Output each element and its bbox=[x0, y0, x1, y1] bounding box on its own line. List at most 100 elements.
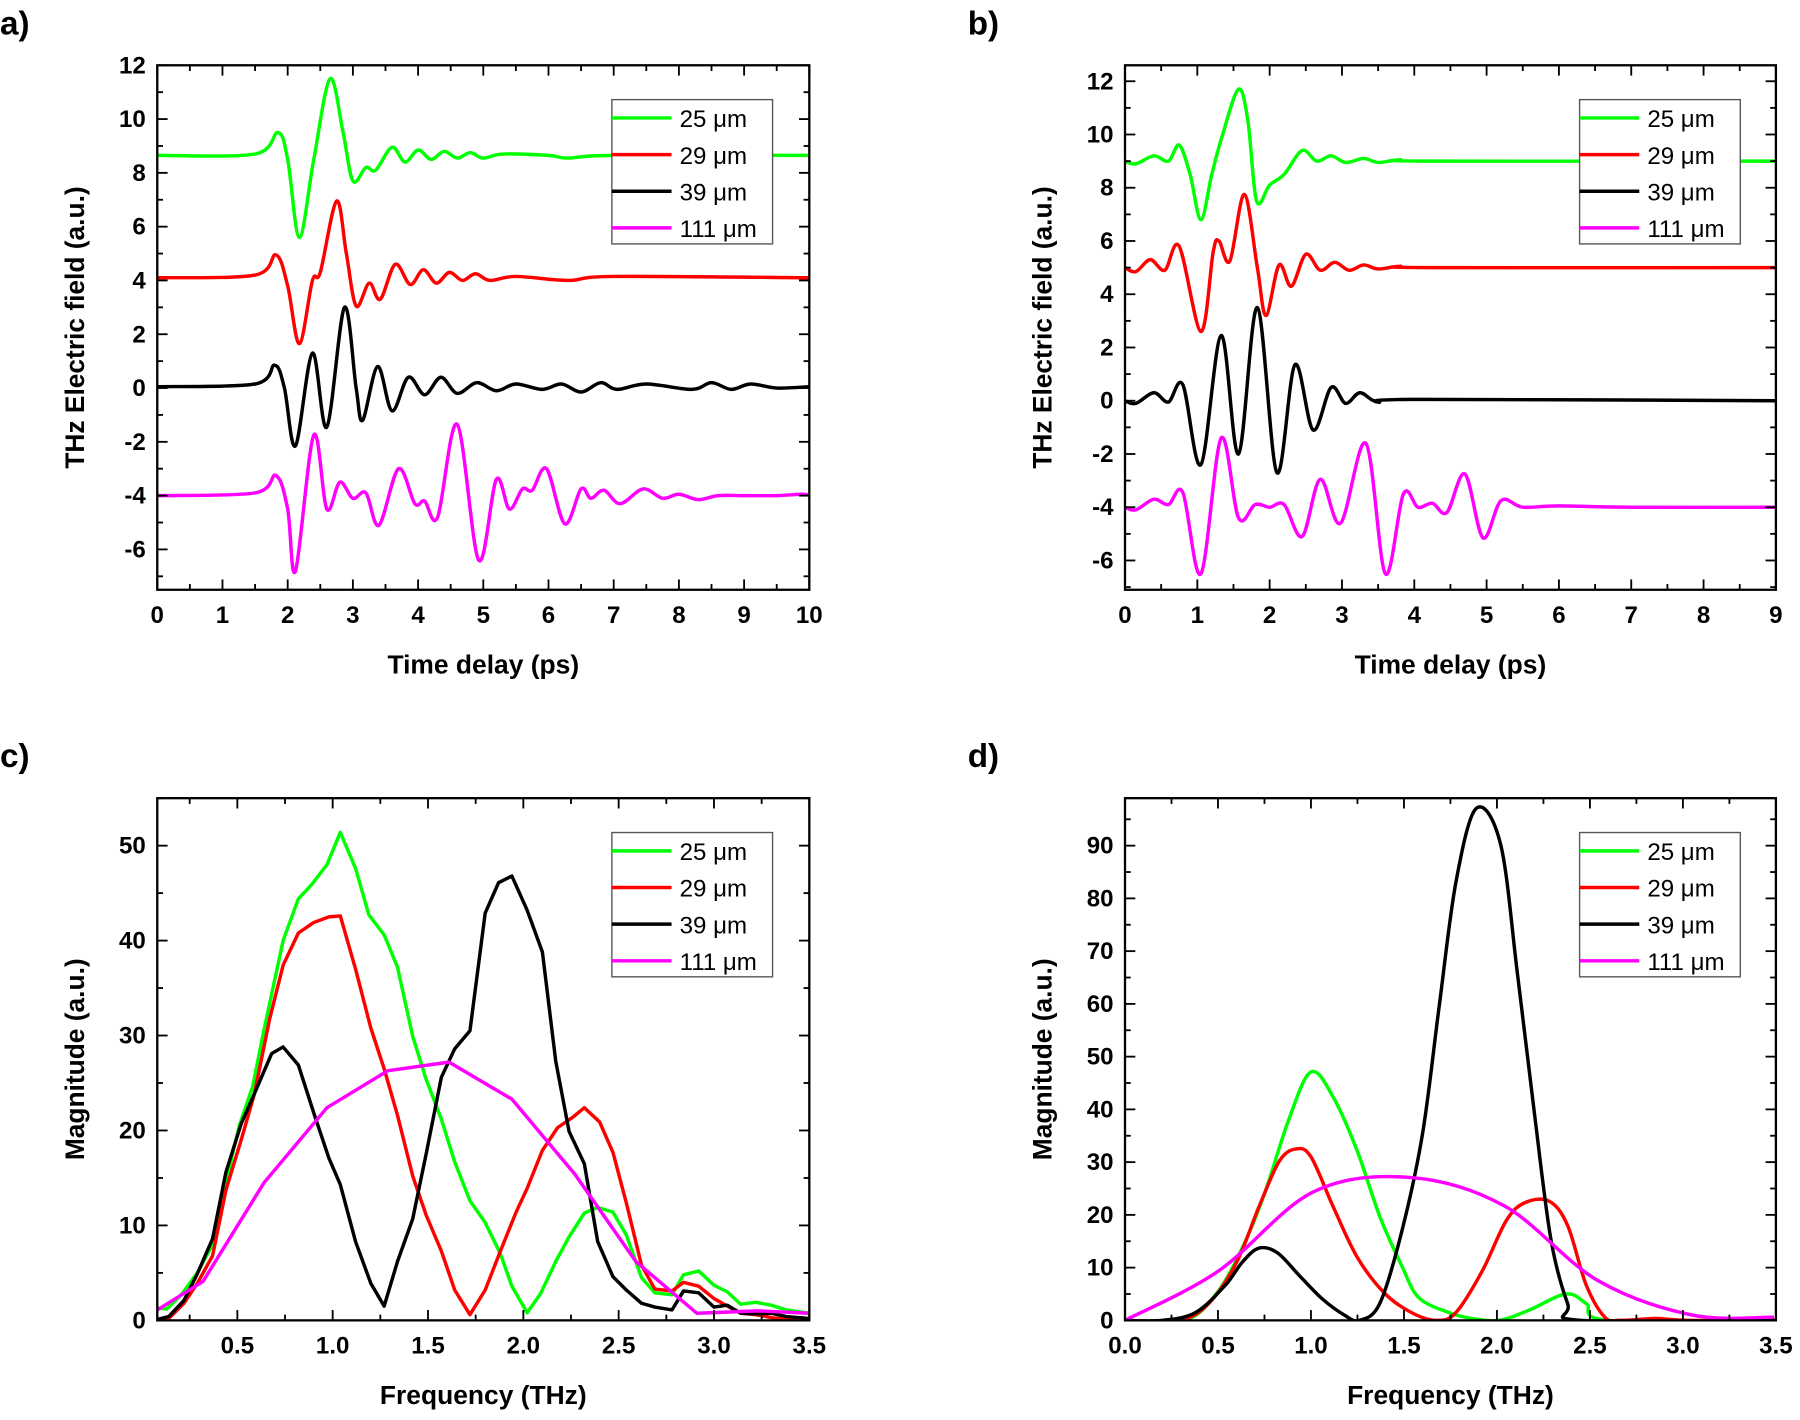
legend-label: 25 μm bbox=[680, 839, 747, 866]
x-tick-label: 0.5 bbox=[221, 1333, 254, 1360]
legend-box bbox=[611, 98, 774, 245]
x-axis-title: Frequency (THz) bbox=[1347, 1380, 1554, 1410]
series-line-39um bbox=[157, 305, 810, 448]
x-tick-label: 5 bbox=[1480, 602, 1493, 629]
series-line-29um bbox=[157, 199, 810, 346]
series-line-25um bbox=[157, 76, 810, 240]
x-tick-label: 7 bbox=[607, 602, 620, 629]
x-axis-title: Frequency (THz) bbox=[380, 1380, 587, 1410]
y-tick-label: 80 bbox=[1087, 885, 1114, 912]
y-tick-label: 10 bbox=[119, 1212, 146, 1239]
legend-box bbox=[611, 831, 774, 978]
panel-label: d) bbox=[968, 738, 999, 775]
x-tick-label: 3.5 bbox=[793, 1333, 826, 1360]
x-tick-label: 1 bbox=[1191, 602, 1204, 629]
y-tick-label: 8 bbox=[1100, 175, 1113, 202]
series-line-39um bbox=[157, 874, 810, 1321]
x-tick-label: 3.0 bbox=[697, 1333, 730, 1360]
chart-panel-c: c) 0.5 1.0 1.5 2.0 2.5 3.0 3.5 0 10 20 30 40 50 Freque… bbox=[0, 738, 826, 1410]
series-group bbox=[157, 76, 810, 575]
y-tick-label: 40 bbox=[119, 928, 146, 955]
series-line-111um bbox=[1125, 435, 1776, 576]
legend-label: 39 μm bbox=[680, 179, 747, 206]
x-tick-label: 3.5 bbox=[1759, 1333, 1792, 1360]
y-tick-label: 30 bbox=[1087, 1149, 1114, 1176]
legend-label: 29 μm bbox=[680, 876, 747, 903]
y-tick-label: -2 bbox=[124, 429, 145, 456]
x-tick-label: 2 bbox=[1263, 602, 1276, 629]
x-tick-label: 1.5 bbox=[411, 1333, 444, 1360]
series-line-39um bbox=[1125, 805, 1776, 1321]
y-axis-title: Magnitude (a.u.) bbox=[1028, 958, 1058, 1160]
y-tick-label: 0 bbox=[132, 1307, 145, 1334]
legend-label: 111 μm bbox=[1647, 216, 1724, 243]
x-tick-label: 0 bbox=[1118, 602, 1131, 629]
x-tick-label: 7 bbox=[1625, 602, 1638, 629]
y-tick-label: 6 bbox=[1100, 228, 1113, 255]
series-group bbox=[1125, 87, 1776, 576]
ticks bbox=[1124, 798, 1777, 1322]
y-tick-label: 12 bbox=[1087, 68, 1114, 95]
y-tick-label: 2 bbox=[1100, 335, 1113, 362]
x-tick-label: 2.0 bbox=[1480, 1333, 1513, 1360]
legend-label: 25 μm bbox=[1647, 106, 1714, 133]
x-tick-label: 1.0 bbox=[316, 1333, 349, 1360]
y-tick-label: 8 bbox=[132, 160, 145, 187]
x-tick-label: 1.0 bbox=[1294, 1333, 1327, 1360]
x-axis-title: Time delay (ps) bbox=[387, 649, 579, 679]
x-tick-label: 6 bbox=[1552, 602, 1565, 629]
y-tick-label: 12 bbox=[119, 52, 146, 79]
x-tick-label: 0.5 bbox=[1201, 1333, 1234, 1360]
y-axis-title: THz Electric field (a.u.) bbox=[1028, 186, 1058, 468]
legend-label: 39 μm bbox=[1647, 912, 1714, 939]
series-line-25um bbox=[1125, 87, 1776, 222]
y-tick-label: -4 bbox=[124, 483, 146, 510]
panel-label: b) bbox=[968, 5, 999, 42]
x-tick-label: 2.5 bbox=[1573, 1333, 1606, 1360]
y-tick-label: 50 bbox=[119, 833, 146, 860]
series-line-29um bbox=[157, 914, 810, 1321]
legend-box bbox=[1578, 831, 1741, 978]
ticks bbox=[1124, 65, 1777, 590]
x-tick-label: 5 bbox=[477, 602, 490, 629]
y-tick-label: 10 bbox=[1087, 1255, 1114, 1282]
y-tick-label: 6 bbox=[132, 214, 145, 241]
y-tick-label: -6 bbox=[1092, 548, 1113, 575]
y-tick-label: -2 bbox=[1092, 441, 1113, 468]
x-tick-label: 8 bbox=[1697, 602, 1710, 629]
legend-label: 111 μm bbox=[1647, 949, 1724, 976]
legend-label: 25 μm bbox=[680, 106, 747, 133]
x-tick-label: 1 bbox=[216, 602, 229, 629]
x-tick-label: 4 bbox=[411, 602, 425, 629]
y-tick-label: 0 bbox=[1100, 1307, 1113, 1334]
y-tick-label: 4 bbox=[1100, 281, 1114, 308]
x-tick-label: 4 bbox=[1408, 602, 1422, 629]
legend-label: 39 μm bbox=[680, 912, 747, 939]
series-line-39um bbox=[1125, 305, 1776, 475]
x-axis-title: Time delay (ps) bbox=[1355, 649, 1547, 679]
y-tick-label: 30 bbox=[119, 1023, 146, 1050]
chart-panel-d: d) 0.0 0.5 1.0 1.5 2.0 2.5 3.0 3.5 0 10 20 30 40 50 60 7… bbox=[968, 738, 1793, 1410]
y-tick-label: -6 bbox=[124, 536, 145, 563]
series-line-111um bbox=[1125, 1174, 1775, 1321]
series-line-111um bbox=[157, 422, 810, 575]
panel-label: a) bbox=[0, 5, 30, 42]
series-line-29um bbox=[1125, 1146, 1776, 1321]
x-tick-label: 0 bbox=[151, 602, 164, 629]
y-tick-label: 20 bbox=[119, 1118, 146, 1145]
x-tick-label: 1.5 bbox=[1387, 1333, 1420, 1360]
y-tick-label: 20 bbox=[1087, 1202, 1114, 1229]
y-tick-label: 90 bbox=[1087, 833, 1114, 860]
legend-label: 29 μm bbox=[1647, 876, 1714, 903]
series-line-29um bbox=[1125, 192, 1776, 334]
legend-label: 39 μm bbox=[1647, 179, 1714, 206]
x-tick-label: 6 bbox=[542, 602, 555, 629]
y-tick-label: 4 bbox=[132, 267, 146, 294]
legend: 25 μm 29 μm 39 μm 111 μm bbox=[1578, 98, 1741, 245]
x-tick-label: 9 bbox=[1769, 602, 1782, 629]
y-axis-title: THz Electric field (a.u.) bbox=[60, 186, 90, 468]
series-line-25um bbox=[157, 830, 810, 1315]
